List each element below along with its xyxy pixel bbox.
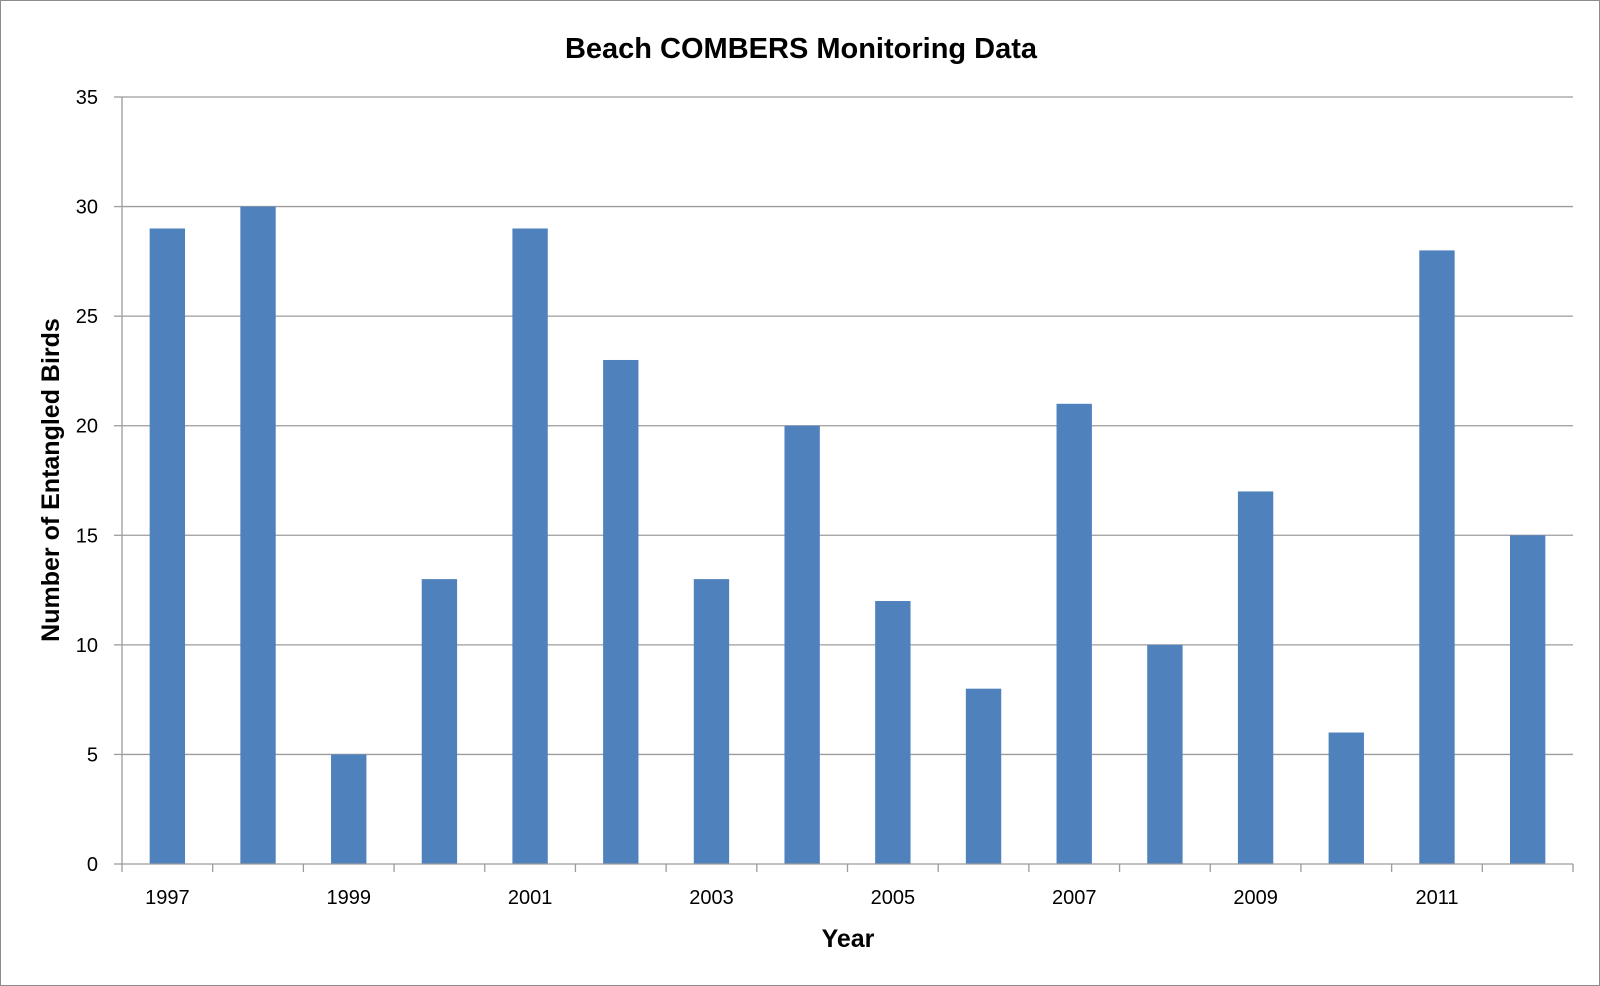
x-tick-label: 2009 (1233, 887, 1278, 909)
x-tick-label: 2001 (508, 887, 553, 909)
x-tick-label: 2003 (689, 887, 734, 909)
y-tick-label: 20 (76, 416, 98, 438)
bar-1999 (331, 754, 367, 864)
bar-2007 (1056, 403, 1092, 864)
y-axis-tick-labels: 0 5 10 15 20 25 30 35 (76, 87, 98, 876)
chart-title: Beach COMBERS Monitoring Data (565, 33, 1038, 65)
bar-2012 (1509, 535, 1546, 864)
bar-2003 (693, 579, 730, 864)
y-tick-label: 15 (76, 525, 98, 547)
y-tick-label: 30 (76, 197, 98, 219)
bar-2002 (603, 359, 639, 864)
bar-2001 (512, 228, 548, 864)
x-axis-title: Year (822, 925, 875, 953)
y-axis-title: Number of Entangled Birds (37, 318, 65, 642)
x-tick-label: 2007 (1052, 887, 1097, 909)
y-tick-label: 10 (76, 635, 98, 657)
bar-2000 (421, 579, 458, 864)
x-tick-label: 2005 (871, 887, 916, 909)
axes (121, 97, 1574, 872)
bar-1997 (149, 228, 186, 864)
x-tick-label: 2011 (1415, 887, 1458, 909)
bar-1998 (240, 206, 276, 865)
bar-2008 (1147, 644, 1183, 864)
y-tick-label: 0 (87, 854, 98, 876)
x-tick-label: 1997 (145, 887, 190, 909)
y-tick-label: 25 (76, 306, 98, 328)
bar-2010 (1328, 732, 1364, 864)
bar-2011 (1419, 250, 1455, 864)
bar-2006 (965, 688, 1002, 864)
y-tick-label: 35 (76, 87, 98, 109)
x-tick-label: 1999 (326, 887, 371, 909)
bar-2009 (1237, 491, 1274, 864)
x-axis-tick-labels: 1997 1999 2001 2003 2005 2007 2009 2011 (145, 887, 1458, 909)
y-tick-label: 5 (87, 744, 98, 766)
bar-2004 (784, 425, 820, 864)
bar-2005 (875, 601, 911, 864)
bars (149, 206, 1546, 865)
